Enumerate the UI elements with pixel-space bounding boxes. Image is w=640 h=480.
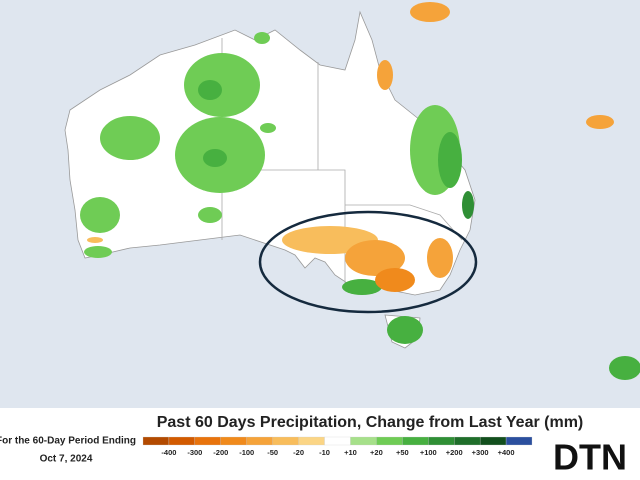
legend-label: -20	[293, 448, 304, 457]
legend-swatch	[479, 436, 507, 446]
legend-label: -200	[213, 448, 228, 457]
wetter-area	[438, 132, 462, 188]
legend-swatch	[298, 436, 325, 446]
legend-swatch	[454, 436, 481, 446]
wetter-area	[254, 32, 270, 44]
legend-label: +200	[446, 448, 463, 457]
drier-area	[410, 2, 450, 22]
legend-swatch	[376, 436, 403, 446]
australia	[64, 10, 476, 296]
wetter-area	[203, 149, 227, 167]
wetter-areas	[80, 32, 640, 380]
drier-area	[377, 60, 393, 90]
legend-label: +400	[498, 448, 515, 457]
drier-area	[87, 237, 103, 243]
period-label: For the 60-Day Period Ending	[0, 436, 136, 447]
drier-area	[345, 240, 405, 276]
legend-swatch	[168, 436, 196, 446]
legend-label: -100	[239, 448, 254, 457]
legend-label: +300	[472, 448, 489, 457]
drier-areas	[87, 2, 614, 292]
drier-area	[375, 268, 415, 292]
drier-area	[427, 238, 453, 278]
legend: -400 -300 -200 -100 -50 -20 -10 +10 +20 +50 +100 +2…	[142, 436, 533, 457]
period-date: Oct 7, 2024	[40, 454, 93, 465]
legend-label: -10	[319, 448, 330, 457]
legend-label: -50	[267, 448, 278, 457]
wetter-area	[462, 191, 474, 219]
legend-label: +100	[420, 448, 437, 457]
legend-swatch	[142, 436, 170, 446]
wetter-area	[609, 356, 640, 380]
legend-swatch	[194, 436, 221, 446]
legend-swatch	[428, 436, 455, 446]
legend-label: +50	[396, 448, 409, 457]
wetter-area	[84, 246, 112, 258]
wetter-area	[100, 116, 160, 160]
legend-swatch	[505, 436, 533, 446]
legend-swatch	[402, 436, 429, 446]
legend-swatch	[324, 436, 351, 446]
title: Past 60 Days Precipitation, Change from …	[157, 414, 584, 431]
wetter-area	[387, 316, 423, 344]
legend-swatch	[272, 436, 299, 446]
legend-swatch	[350, 436, 377, 446]
wetter-area	[198, 207, 222, 223]
legend-label: +10	[344, 448, 357, 457]
legend-label: -400	[161, 448, 176, 457]
legend-label: -300	[187, 448, 202, 457]
wetter-area	[342, 279, 382, 295]
map	[64, 2, 640, 380]
legend-swatch	[246, 436, 273, 446]
logo: DTN	[553, 437, 627, 478]
wetter-area	[198, 80, 222, 100]
highlight-ellipse	[258, 210, 478, 314]
drier-area	[586, 115, 614, 129]
legend-label: +20	[370, 448, 383, 457]
wetter-area	[80, 197, 120, 233]
wetter-area	[260, 123, 276, 133]
wetter-area	[184, 53, 260, 117]
legend-swatch	[220, 436, 247, 446]
